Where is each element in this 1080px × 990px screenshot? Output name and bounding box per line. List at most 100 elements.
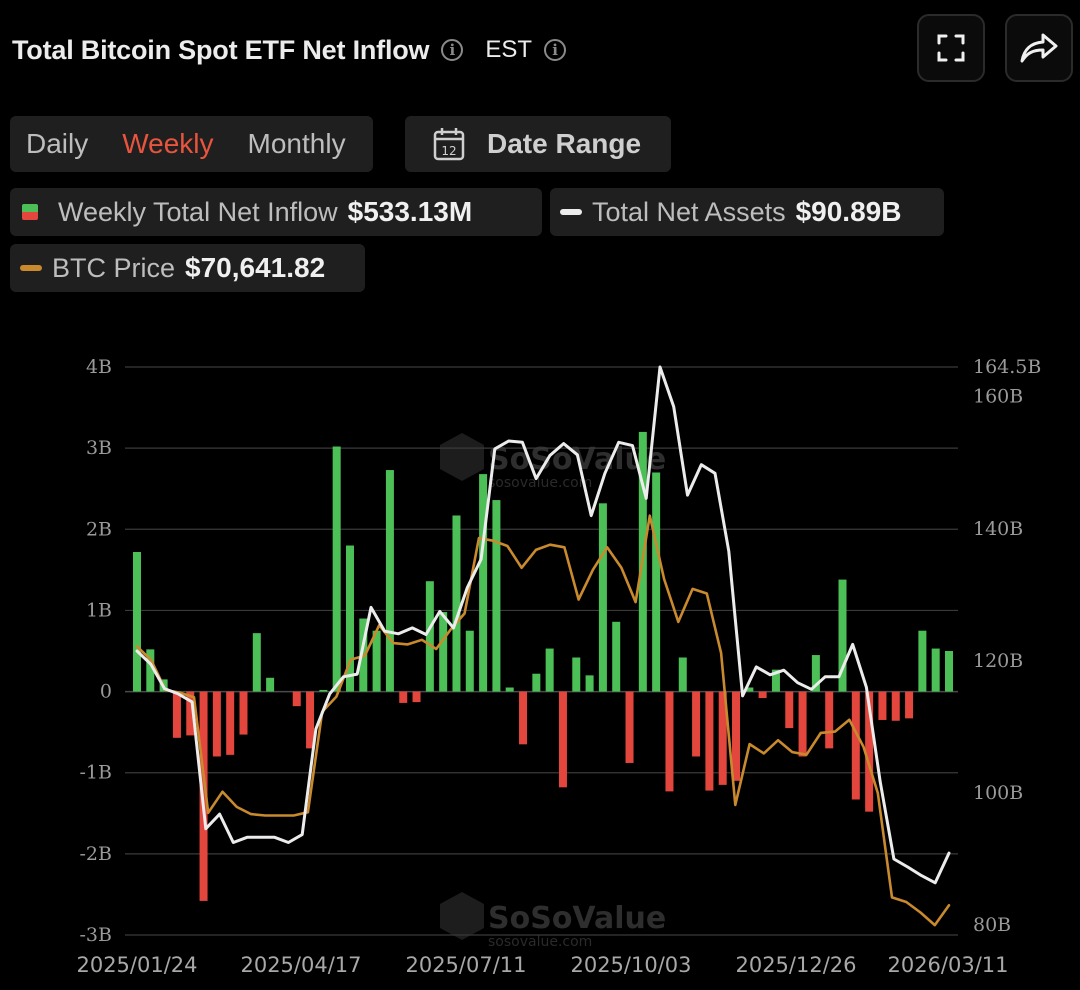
- inflow-bar: [758, 691, 767, 699]
- date-range-label: Date Range: [487, 128, 642, 159]
- y-left-tick-label: 2B: [86, 518, 112, 540]
- btc-price-line: [135, 514, 951, 927]
- inflow-bar: [612, 621, 621, 692]
- legend-assets-value: $90.89B: [795, 196, 902, 227]
- y-axis-left: 4B 3B 2B 1B 0 -1B -2B -3B: [80, 356, 112, 946]
- y-left-tick-label: 0: [100, 681, 112, 703]
- inflow-bar: [838, 579, 847, 692]
- legend-assets-label: Total Net Assets: [592, 196, 786, 227]
- y-right-tick-label: 140B: [973, 518, 1023, 540]
- inflow-bar: [798, 691, 807, 757]
- tab-weekly[interactable]: Weekly: [122, 128, 214, 159]
- y-left-tick-label: -2B: [80, 843, 112, 865]
- inflow-bar: [319, 689, 328, 692]
- y-right-tick-label: 120B: [973, 650, 1023, 672]
- y-right-tick-label: 100B: [973, 782, 1023, 804]
- inflow-bar: [532, 673, 541, 692]
- inflow-bar: [345, 545, 354, 692]
- share-button[interactable]: [1005, 14, 1073, 82]
- y-left-tick-label: 3B: [86, 437, 112, 459]
- inflow-bar: [705, 691, 714, 791]
- inflow-bar: [785, 691, 794, 729]
- y-axis-right: 164.5B 160B 140B 120B 100B 80B: [973, 356, 1041, 936]
- inflow-bar: [771, 669, 780, 692]
- gridlines: [125, 366, 958, 936]
- inflow-bar: [292, 691, 301, 707]
- inflow-bar: [572, 657, 581, 692]
- x-tick-label: 2025/12/26: [735, 953, 856, 977]
- inflow-bar: [945, 651, 953, 692]
- inflow-bar: [745, 687, 754, 692]
- inflow-bar: [385, 470, 394, 692]
- inflow-bar: [718, 691, 727, 785]
- legend-inflow[interactable]: Weekly Total Net Inflow $533.13M: [10, 188, 542, 236]
- inflow-bar: [399, 691, 408, 703]
- legend-price[interactable]: BTC Price $70,641.82: [10, 244, 365, 292]
- timezone-info-icon[interactable]: i: [544, 39, 567, 61]
- legend-price-value: $70,641.82: [185, 252, 326, 283]
- watermark-logo: [440, 892, 484, 940]
- y-left-tick-label: -3B: [80, 924, 112, 946]
- inflow-bar: [226, 691, 235, 755]
- inflow-bar: [905, 691, 914, 719]
- inflow-bar: [372, 630, 381, 692]
- watermark-url: sosovalue.com: [488, 475, 592, 491]
- inflow-bar: [732, 691, 741, 781]
- inflow-bar: [918, 630, 927, 692]
- inflow-bar: [306, 691, 315, 749]
- svg-text:12: 12: [441, 144, 456, 158]
- period-tabs: Daily Weekly Monthly: [10, 116, 373, 172]
- legend-inflow-label: Weekly Total Net Inflow: [58, 196, 338, 227]
- inflow-bar: [652, 472, 661, 692]
- x-tick-label: 2025/04/17: [240, 953, 361, 977]
- info-icon[interactable]: i: [441, 39, 464, 61]
- watermark-url: sosovalue.com: [488, 934, 592, 950]
- inflow-bar: [505, 687, 514, 692]
- fullscreen-icon: [937, 34, 965, 62]
- y-left-tick-label: 1B: [86, 599, 112, 621]
- inflow-bar: [692, 691, 701, 757]
- inflow-bar: [439, 612, 448, 692]
- timezone-label: EST: [485, 36, 533, 63]
- inflow-bar: [425, 581, 434, 692]
- inflow-bar: [266, 677, 275, 692]
- watermark-logo: [440, 433, 484, 481]
- inflow-bar: [825, 691, 834, 749]
- inflow-bar: [851, 691, 860, 800]
- x-tick-label: 2026/03/11: [887, 953, 1008, 977]
- inflow-bar: [665, 691, 674, 792]
- fullscreen-button[interactable]: [917, 14, 985, 82]
- tab-daily[interactable]: Daily: [26, 128, 89, 159]
- inflow-bar: [252, 633, 261, 692]
- tab-monthly[interactable]: Monthly: [247, 128, 346, 159]
- assets-swatch: [560, 209, 582, 215]
- chart-title: Total Bitcoin Spot ETF Net Inflow: [12, 34, 430, 65]
- inflow-bar: [625, 691, 634, 763]
- inflow-bars: [133, 431, 953, 901]
- inflow-bar: [811, 655, 820, 692]
- x-axis: 2025/01/24 2025/04/17 2025/07/11 2025/10/03…: [76, 953, 1008, 977]
- inflow-bar: [212, 691, 221, 757]
- inflow-bar: [931, 648, 940, 692]
- legend-inflow-value: $533.13M: [347, 196, 473, 227]
- inflow-swatch: [22, 204, 38, 220]
- inflow-bar: [452, 515, 461, 692]
- calendar-icon: 12: [433, 128, 465, 161]
- inflow-bar: [239, 691, 248, 735]
- title-row: Total Bitcoin Spot ETF Net Inflow i EST …: [12, 28, 567, 72]
- inflow-bar: [412, 691, 421, 703]
- total-net-assets-line: [135, 365, 951, 885]
- y-right-tick-label: 80B: [973, 914, 1011, 936]
- date-range-button[interactable]: 12 Date Range: [405, 116, 671, 172]
- x-tick-label: 2025/07/11: [405, 953, 526, 977]
- inflow-bar: [479, 474, 488, 692]
- inflow-bar: [332, 446, 341, 692]
- inflow-bar: [186, 691, 195, 736]
- x-tick-label: 2025/10/03: [570, 953, 691, 977]
- inflow-bar: [465, 630, 474, 692]
- legend-assets[interactable]: Total Net Assets $90.89B: [550, 188, 944, 236]
- y-left-tick-label: -1B: [80, 762, 112, 784]
- inflow-bar: [492, 500, 501, 692]
